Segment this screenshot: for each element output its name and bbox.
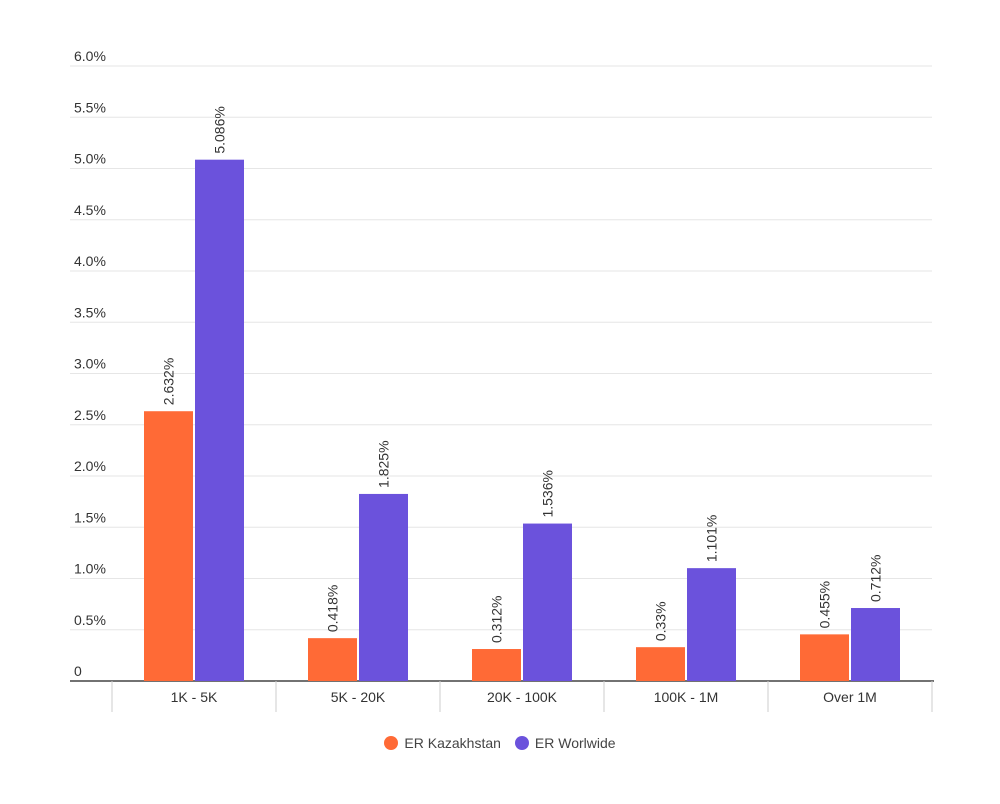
bar-kazakhstan: [308, 638, 357, 681]
bar-worldwide: [359, 493, 408, 681]
y-tick-label: 0.5%: [74, 612, 106, 628]
y-tick-label: 1.5%: [74, 509, 106, 525]
y-tick-label: 2.0%: [74, 458, 106, 474]
y-tick-label: 5.0%: [74, 151, 106, 167]
bar-worldwide: [523, 523, 572, 681]
x-tick-label: 5K - 20K: [331, 689, 386, 705]
legend-swatch-worldwide: [514, 736, 529, 750]
x-tick-label: 1K - 5K: [171, 689, 218, 705]
y-tick-label: 4.0%: [74, 253, 106, 269]
data-label: 0.455%: [817, 581, 833, 628]
data-label: 1.825%: [376, 440, 392, 487]
legend-item-worldwide[interactable]: ER Worlwide: [514, 735, 616, 751]
bar-worldwide: [195, 159, 244, 681]
data-label: 5.086%: [212, 106, 228, 153]
y-tick-label: 3.5%: [74, 304, 106, 320]
bar-kazakhstan: [472, 649, 521, 681]
y-tick-label: 5.5%: [74, 99, 106, 115]
y-tick-label: 3.0%: [74, 356, 106, 372]
bar-worldwide: [851, 608, 900, 681]
legend-label-kazakhstan: ER Kazakhstan: [404, 735, 501, 751]
y-tick-label: 0: [74, 663, 82, 679]
data-label: 0.312%: [489, 596, 505, 643]
y-tick-label: 1.0%: [74, 561, 106, 577]
y-tick-label: 2.5%: [74, 407, 106, 423]
data-label: 0.418%: [325, 585, 341, 632]
data-label: 1.101%: [704, 515, 720, 562]
y-tick-label: 4.5%: [74, 202, 106, 218]
y-tick-label: 6.0%: [74, 48, 106, 64]
data-label: 0.712%: [868, 555, 884, 602]
bar-worldwide: [687, 568, 736, 681]
legend: ER Kazakhstan ER Worlwide: [0, 735, 1000, 751]
legend-swatch-kazakhstan: [384, 736, 399, 750]
bar-kazakhstan: [800, 634, 849, 681]
x-tick-label: 100K - 1M: [654, 689, 719, 705]
bar-kazakhstan: [636, 647, 685, 681]
x-tick-label: 20K - 100K: [487, 689, 558, 705]
legend-item-kazakhstan[interactable]: ER Kazakhstan: [384, 735, 501, 751]
x-tick-label: Over 1M: [823, 689, 877, 705]
bar-kazakhstan: [144, 411, 193, 681]
data-label: 1.536%: [540, 470, 556, 517]
data-label: 2.632%: [161, 358, 177, 405]
legend-label-worldwide: ER Worlwide: [534, 735, 616, 751]
data-label: 0.33%: [653, 601, 669, 641]
